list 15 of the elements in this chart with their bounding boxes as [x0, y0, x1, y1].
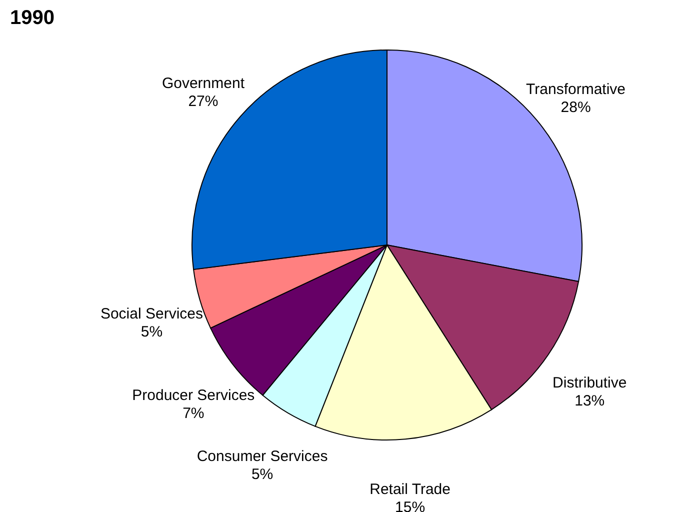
slice-label: Government [162, 74, 246, 92]
data-label: 13% [574, 392, 605, 410]
data-label: 15% [395, 498, 426, 512]
data-label: 27% [188, 92, 218, 110]
data-label: 5% [251, 466, 274, 483]
chart-title: 1990 [10, 7, 54, 29]
data-label: 28% [560, 98, 591, 116]
data-label: 5% [140, 323, 163, 340]
slice-label: Producer Services [132, 387, 255, 404]
slice-label: Social Services [100, 305, 203, 322]
slice-label: Consumer Services [196, 448, 328, 465]
slice-label: Retail Trade [370, 480, 450, 498]
data-label: 7% [182, 405, 204, 422]
slice-label: Distributive [552, 374, 627, 392]
slice-label: Transformative [526, 80, 626, 98]
